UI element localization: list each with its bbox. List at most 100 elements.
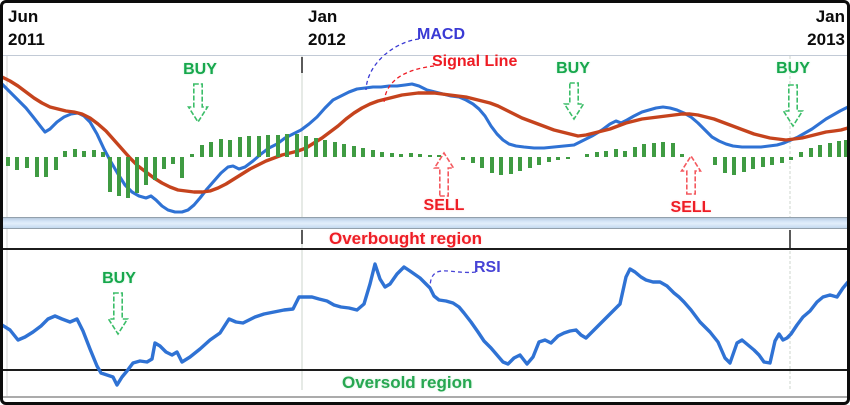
x-axis-label-jan-2012: Jan 2012 — [308, 5, 346, 51]
panel-splitter[interactable] — [3, 217, 847, 229]
sell-signal-label: SELL — [423, 197, 465, 214]
macd-histogram-bar — [680, 154, 684, 157]
macd-histogram-bar — [333, 142, 337, 157]
macd-histogram-bar — [101, 152, 105, 157]
macd-histogram-bar — [642, 144, 646, 157]
sell-arrow-up-icon — [680, 154, 702, 195]
macd-histogram-bar — [276, 135, 280, 157]
macd-histogram-bar — [180, 157, 184, 178]
rsi-line — [3, 262, 847, 387]
macd-histogram-bar — [490, 157, 494, 173]
macd-histogram-bar — [15, 157, 19, 170]
macd-histogram-bar — [471, 157, 475, 163]
buy-signal-label: BUY — [556, 60, 590, 77]
macd-histogram-bar — [371, 150, 375, 157]
macd-histogram-bar — [499, 157, 503, 175]
macd-histogram-bar — [742, 157, 746, 172]
line-label-pointer — [365, 38, 420, 91]
macd-histogram-bar — [652, 143, 656, 157]
macd-histogram-bar — [247, 136, 251, 157]
macd-line — [3, 82, 847, 214]
macd-histogram-bar — [126, 157, 130, 198]
macd-histogram-bar — [390, 153, 394, 157]
macd-histogram-bar — [566, 157, 570, 159]
macd-histogram-bar — [200, 145, 204, 157]
macd-histogram-bar — [761, 157, 765, 167]
macd-histogram-bar — [828, 143, 832, 157]
macd-histogram-bar — [585, 154, 589, 157]
macd-histogram-bar — [399, 154, 403, 157]
macd-histogram-bar — [528, 157, 532, 168]
buy-arrow-down-icon — [563, 82, 585, 121]
macd-histogram-bar — [63, 151, 67, 157]
macd-histogram-bar — [228, 140, 232, 157]
sell-arrow-up-icon — [433, 151, 455, 197]
macd-histogram-bar — [623, 151, 627, 157]
macd-histogram-bar — [295, 134, 299, 157]
macd-histogram-bar — [82, 151, 86, 157]
signal-line-label: Signal Line — [432, 53, 518, 70]
macd-histogram-bar — [518, 157, 522, 171]
macd-histogram-bar — [837, 141, 841, 157]
oversold-region-label: Oversold region — [342, 373, 473, 392]
buy-arrow-down-icon — [187, 83, 209, 124]
date-month: Jan — [815, 7, 845, 26]
line-label-pointer — [383, 65, 435, 105]
macd-histogram-bar — [799, 152, 803, 157]
date-year: 2013 — [807, 30, 845, 49]
macd-histogram-bar — [266, 135, 270, 157]
macd-histogram-bar — [108, 157, 112, 192]
macd-histogram-bar — [751, 157, 755, 169]
macd-histogram-bar — [547, 157, 551, 162]
buy-signal-label: BUY — [183, 61, 217, 78]
buy-signal-label: BUY — [102, 270, 136, 287]
macd-histogram-bar — [238, 137, 242, 157]
macd-histogram-bar — [135, 157, 139, 193]
rsi-label: RSI — [474, 259, 501, 276]
macd-histogram-bar — [144, 157, 148, 185]
macd-histogram-bar — [209, 142, 213, 157]
buy-arrow-down-icon — [782, 84, 804, 128]
macd-histogram-bar — [6, 157, 10, 166]
macd-histogram-bar — [614, 149, 618, 157]
macd-histogram-bar — [509, 157, 513, 174]
macd-histogram-bar — [314, 138, 318, 157]
macd-histogram-bar — [409, 153, 413, 157]
macd-histogram-bar — [304, 136, 308, 157]
macd-histogram-bar — [428, 155, 432, 157]
macd-histogram-bar — [780, 157, 784, 163]
date-month: Jan — [308, 7, 338, 26]
macd-histogram-bar — [461, 157, 465, 160]
macd-histogram-bar — [35, 157, 39, 177]
macd-histogram-bar — [556, 157, 560, 160]
sell-signal-label: SELL — [670, 199, 712, 216]
macd-histogram-bar — [285, 134, 289, 157]
line-label-pointer — [429, 270, 477, 288]
buy-arrow-down-icon — [107, 292, 129, 336]
date-month: Jun — [8, 7, 39, 26]
signal-line-line — [3, 75, 847, 194]
macd-histogram-bar — [671, 143, 675, 157]
macd-histogram-bar — [25, 157, 29, 168]
macd-histogram-bar — [219, 139, 223, 157]
macd-histogram-bar — [162, 157, 166, 169]
buy-signal-label: BUY — [776, 60, 810, 77]
macd-label: MACD — [417, 26, 465, 43]
header-separator — [3, 55, 847, 56]
overbought-region-label: Overbought region — [329, 229, 482, 248]
macd-histogram-bar — [54, 157, 58, 170]
macd-histogram-bar — [633, 147, 637, 157]
macd-histogram-bar — [380, 152, 384, 157]
macd-histogram-bar — [732, 157, 736, 175]
macd-histogram-bar — [323, 140, 327, 157]
date-year: 2011 — [8, 30, 45, 49]
bottom-separator — [3, 396, 847, 398]
macd-histogram-bar — [723, 157, 727, 173]
macd-histogram-bar — [809, 148, 813, 157]
macd-histogram-bar — [361, 148, 365, 157]
macd-histogram-bar — [661, 142, 665, 157]
macd-histogram-bar — [73, 149, 77, 157]
macd-histogram-bar — [844, 140, 847, 157]
